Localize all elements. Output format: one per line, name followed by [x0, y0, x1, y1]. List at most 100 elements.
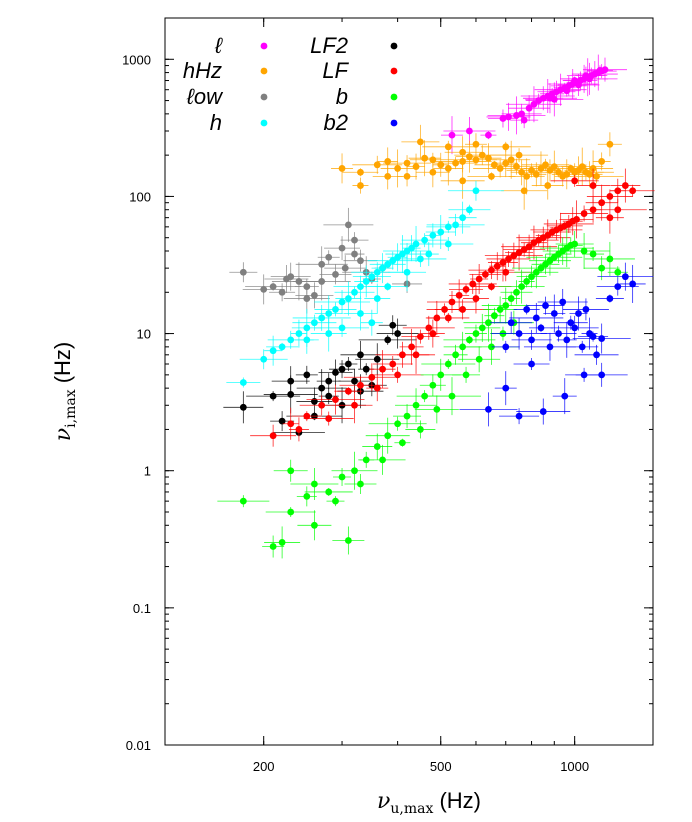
data-point-2 — [332, 271, 339, 278]
data-point-7 — [515, 330, 523, 337]
data-point-3 — [384, 260, 392, 268]
data-point-3 — [444, 223, 452, 231]
data-point-6 — [606, 255, 614, 263]
data-point-7 — [532, 314, 540, 322]
data-point-5 — [325, 415, 333, 422]
data-point-4 — [351, 377, 358, 385]
data-point-0 — [601, 66, 609, 74]
data-point-6 — [485, 319, 492, 327]
data-point-3 — [269, 347, 277, 355]
legend-label: b2 — [324, 110, 348, 135]
data-point-3 — [421, 236, 429, 244]
data-point-7 — [539, 408, 547, 415]
data-point-7 — [523, 306, 531, 313]
data-point-2 — [318, 278, 326, 285]
data-point-3 — [379, 264, 386, 272]
data-point-5 — [493, 262, 501, 270]
data-point-5 — [469, 280, 477, 288]
data-point-5 — [318, 401, 326, 409]
data-point-3 — [338, 298, 346, 306]
data-point-7 — [621, 273, 629, 281]
data-point-7 — [567, 319, 575, 327]
data-point-5 — [589, 182, 597, 189]
data-point-6 — [466, 336, 473, 344]
data-point-3 — [310, 319, 318, 327]
data-point-1 — [437, 161, 445, 169]
data-point-6 — [502, 302, 510, 309]
data-point-1 — [550, 163, 558, 171]
legend-marker — [390, 119, 398, 127]
data-point-1 — [589, 165, 597, 172]
data-point-3 — [295, 330, 303, 337]
x-tick-label: 200 — [253, 759, 275, 774]
data-point-2 — [344, 221, 352, 229]
data-point-2 — [269, 283, 277, 291]
data-point-3 — [332, 306, 339, 313]
data-point-4 — [325, 392, 333, 400]
data-point-5 — [606, 214, 614, 222]
legend-label: b — [336, 84, 348, 109]
legend-marker — [260, 42, 268, 50]
data-point-6 — [532, 268, 540, 276]
data-point-1 — [472, 156, 480, 164]
data-point-1 — [507, 156, 515, 164]
data-point-4 — [332, 369, 339, 376]
legend-marker — [260, 67, 268, 75]
data-point-4 — [303, 371, 311, 379]
data-point-6 — [452, 351, 460, 359]
data-point-5 — [373, 384, 381, 392]
data-point-1 — [606, 140, 614, 148]
data-point-6 — [433, 405, 441, 413]
data-point-5 — [287, 420, 295, 428]
data-point-7 — [546, 343, 554, 351]
legend-marker — [260, 93, 268, 101]
data-point-7 — [563, 336, 571, 344]
legend-label: hHz — [183, 58, 222, 83]
data-point-2 — [239, 268, 247, 276]
data-point-3 — [344, 295, 352, 302]
data-point-5 — [462, 285, 470, 293]
data-point-1 — [478, 151, 486, 159]
data-point-6 — [488, 343, 495, 351]
data-point-6 — [310, 480, 318, 488]
data-point-3 — [425, 250, 433, 258]
data-point-5 — [629, 187, 637, 195]
legend-label: LF — [322, 58, 349, 83]
data-point-1 — [384, 172, 392, 180]
data-point-1 — [490, 161, 498, 169]
data-point-5 — [580, 210, 588, 217]
data-point-4 — [310, 398, 318, 405]
data-point-5 — [505, 255, 512, 263]
data-point-6 — [303, 492, 311, 500]
data-point-5 — [502, 268, 510, 276]
data-point-0 — [525, 104, 533, 112]
data-point-5 — [269, 432, 277, 440]
data-point-0 — [563, 87, 571, 95]
data-point-4 — [389, 321, 397, 329]
data-point-2 — [260, 285, 268, 293]
data-point-1 — [513, 163, 520, 171]
data-point-0 — [571, 77, 579, 84]
data-point-5 — [408, 343, 415, 351]
data-point-6 — [278, 539, 286, 546]
legend-marker — [390, 67, 398, 75]
data-point-3 — [412, 240, 420, 248]
data-point-6 — [513, 288, 520, 296]
y-tick-label: 1 — [144, 464, 151, 479]
data-point-2 — [338, 244, 346, 252]
data-point-3 — [429, 231, 437, 239]
data-point-3 — [303, 336, 311, 344]
y-tick-label: 0.01 — [126, 738, 151, 753]
data-point-7 — [578, 343, 586, 351]
data-point-7 — [561, 392, 569, 400]
data-point-3 — [403, 268, 411, 276]
data-point-7 — [629, 280, 637, 288]
data-point-4 — [338, 365, 346, 373]
data-point-6 — [398, 439, 406, 447]
data-point-6 — [580, 247, 588, 255]
legend-label: ℓow — [186, 84, 224, 109]
data-point-3 — [459, 214, 467, 222]
data-point-7 — [528, 336, 535, 344]
data-point-1 — [502, 143, 510, 151]
